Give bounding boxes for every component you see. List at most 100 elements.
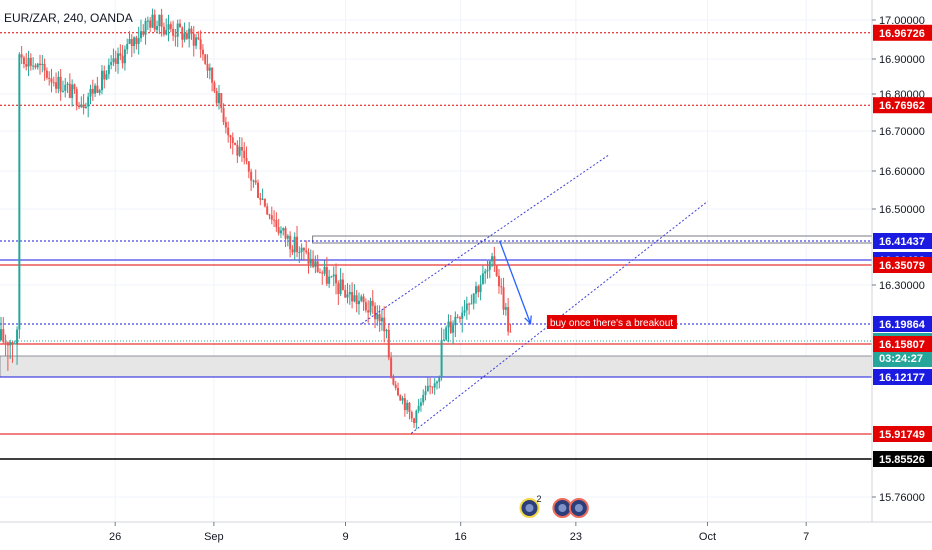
y-tick-label: 16.70000 — [879, 126, 925, 138]
y-tick-label: 16.90000 — [879, 54, 925, 66]
candle-body — [286, 235, 289, 239]
candle-body — [158, 14, 161, 27]
candle-body — [25, 64, 28, 67]
candle-body — [325, 266, 328, 284]
candle-body — [84, 106, 87, 109]
candle-body — [149, 20, 152, 28]
candle-body — [472, 293, 475, 304]
candle-body — [220, 93, 223, 109]
x-tick-label: 23 — [570, 531, 582, 543]
candle-body — [64, 84, 67, 91]
candle-body — [195, 37, 198, 46]
candle-body — [229, 135, 232, 138]
candle-body — [123, 49, 126, 64]
candle-body — [130, 39, 133, 47]
candle-body — [80, 104, 83, 108]
candle-body — [238, 146, 241, 156]
candle-body — [314, 261, 317, 267]
event-dot — [558, 504, 567, 512]
candle-body — [431, 386, 434, 388]
candle-body — [206, 63, 209, 71]
candle-body — [312, 258, 315, 267]
event-icon: 2 — [519, 494, 542, 518]
candle-body — [266, 206, 269, 215]
candle-body — [422, 394, 425, 403]
arrow-head — [524, 315, 532, 325]
candle-body — [146, 20, 149, 22]
candle-body — [307, 252, 310, 264]
candle-body — [367, 310, 370, 313]
candle-body — [330, 276, 333, 278]
candle-body — [465, 303, 468, 311]
candle-body — [103, 70, 106, 80]
forecast-arrow[interactable] — [498, 240, 532, 325]
x-tick-label: 16 — [455, 531, 467, 543]
candle-body — [289, 235, 292, 250]
candle-body — [284, 228, 287, 239]
candle-body — [445, 327, 448, 340]
price-label-text: 16.76962 — [879, 100, 925, 112]
event-markers[interactable]: 2 — [519, 494, 589, 518]
candle-body — [426, 385, 429, 392]
price-label-text: 15.91749 — [879, 429, 925, 441]
candle-body — [458, 317, 461, 319]
candle-body — [243, 150, 246, 159]
candle-body — [11, 342, 14, 344]
price-axis[interactable]: 17.0000016.9000016.8000016.7000016.60000… — [871, 0, 932, 550]
event-badge: 2 — [536, 494, 541, 504]
candle-body — [75, 89, 78, 106]
time-axis[interactable]: 26 Sep 9 16 23 Oct 7 — [0, 521, 932, 550]
x-tick-label: 26 — [109, 531, 121, 543]
candle-body — [433, 383, 436, 388]
candle-body — [39, 63, 42, 66]
candle-body — [509, 331, 512, 333]
candle-body — [96, 85, 99, 93]
candle-body — [9, 342, 12, 346]
candle-body — [16, 329, 19, 344]
candle-body — [403, 398, 406, 411]
price-label-text: 16.19864 — [879, 319, 926, 331]
price-label-text: 16.41437 — [879, 236, 925, 248]
candle-body — [337, 283, 340, 295]
price-level-label: 16.15807 — [873, 336, 932, 352]
candle-body — [61, 90, 64, 92]
candle-body — [133, 37, 136, 47]
candle-body — [410, 412, 413, 419]
candle-body — [390, 357, 393, 378]
candle-body — [29, 57, 32, 66]
candle-body — [50, 78, 53, 83]
candle-body — [142, 31, 145, 35]
candle-body — [486, 269, 489, 272]
candle-body — [13, 343, 16, 345]
candle-body — [291, 249, 294, 253]
candle-body — [22, 57, 25, 65]
candle-body — [401, 398, 404, 401]
candle-body — [94, 85, 97, 94]
candle-body — [211, 67, 214, 83]
candle-body — [59, 76, 62, 92]
candle-body — [440, 340, 443, 378]
candle-body — [234, 143, 237, 145]
candle-body — [126, 43, 129, 50]
price-label-bg — [873, 24, 932, 41]
candle-body — [378, 314, 381, 322]
candle-body — [408, 402, 411, 413]
candle-body — [415, 410, 418, 424]
symbol-title: EUR/ZAR, 240, OANDA — [4, 11, 133, 25]
candle-body — [268, 214, 271, 216]
candle-body — [406, 402, 409, 411]
candle-body — [470, 303, 473, 305]
candle-body — [201, 49, 204, 55]
candle-body — [0, 329, 2, 341]
event-icon — [568, 498, 589, 518]
candle-body — [456, 316, 459, 318]
candle-body — [91, 88, 94, 94]
annotation-note[interactable]: buy once there's a breakout — [546, 315, 677, 329]
candle-body — [231, 137, 234, 144]
price-label-bg — [873, 336, 932, 352]
candle-body — [495, 265, 498, 276]
candle-body — [176, 23, 179, 37]
candle-body — [183, 33, 186, 40]
price-label-text: 16.96726 — [879, 28, 925, 40]
